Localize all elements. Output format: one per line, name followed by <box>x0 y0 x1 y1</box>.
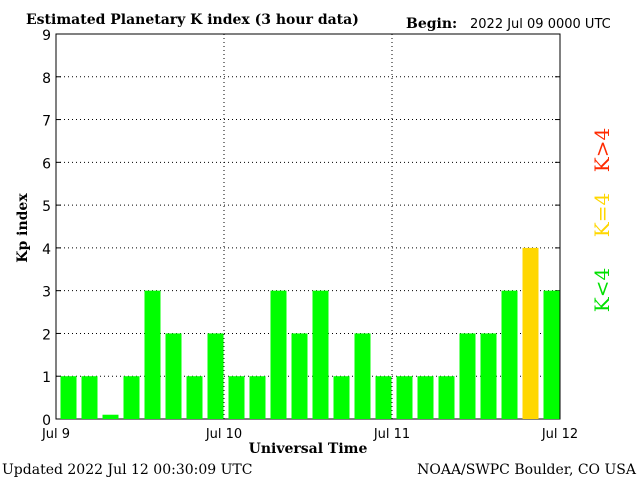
y-tick-label: 9 <box>42 28 51 44</box>
x-tick-label: Jul 12 <box>541 427 578 442</box>
y-tick-label: 0 <box>42 413 51 429</box>
x-axis-label: Universal Time <box>249 441 368 457</box>
x-tick-label: Jul 11 <box>373 427 410 442</box>
kp-bar <box>207 333 224 419</box>
kp-bar <box>396 376 413 419</box>
legend-equal: K=4 <box>590 193 614 237</box>
y-tick-label: 3 <box>42 285 51 301</box>
kp-bar <box>543 290 560 419</box>
updated-timestamp: Updated 2022 Jul 12 00:30:09 UTC <box>2 462 252 478</box>
y-axis-label: Kp index <box>15 193 31 263</box>
kp-bar <box>375 376 392 419</box>
x-tick-labels: Jul 9 Jul 10 Jul 11 Jul 12 <box>41 427 578 442</box>
y-tick-labels: 0 1 2 3 4 5 6 7 8 9 <box>42 28 51 429</box>
kp-bar <box>249 376 266 419</box>
kp-bar <box>459 333 476 419</box>
kp-bar <box>312 290 329 419</box>
y-tick-label: 4 <box>42 242 51 258</box>
kp-bar <box>522 247 539 419</box>
kp-bar <box>417 376 434 419</box>
legend-low: K<4 <box>590 268 614 312</box>
y-tick-label: 1 <box>42 370 51 386</box>
y-tick-label: 2 <box>42 327 51 343</box>
grid <box>56 33 560 420</box>
kp-bar <box>354 333 371 419</box>
chart-title: Estimated Planetary K index (3 hour data… <box>26 12 359 28</box>
kp-bar <box>81 376 98 419</box>
source-credit: NOAA/SWPC Boulder, CO USA <box>417 462 637 478</box>
x-tick-label: Jul 9 <box>41 427 70 442</box>
kp-bar <box>501 290 518 419</box>
kp-bar <box>291 333 308 419</box>
kp-bar <box>480 333 497 419</box>
kp-bar <box>186 376 203 419</box>
kp-bar <box>123 376 140 419</box>
plot-frame <box>55 33 561 420</box>
kp-bar <box>102 414 119 419</box>
kp-bar <box>60 376 77 419</box>
kp-bar <box>228 376 245 419</box>
x-tick-label: Jul 10 <box>205 427 242 442</box>
legend-high: K>4 <box>590 128 614 172</box>
y-tick-label: 8 <box>42 71 51 87</box>
begin-value: 2022 Jul 09 0000 UTC <box>470 17 611 32</box>
begin-label: Begin: <box>406 16 457 32</box>
kp-bar <box>270 290 287 419</box>
y-tick-label: 5 <box>42 199 51 215</box>
y-tick-label: 7 <box>42 114 51 130</box>
kp-bar <box>333 376 350 419</box>
y-tick-label: 6 <box>42 156 51 172</box>
kp-bar <box>144 290 161 419</box>
kp-bar <box>165 333 182 419</box>
kp-bar <box>438 376 455 419</box>
bars <box>60 247 560 419</box>
